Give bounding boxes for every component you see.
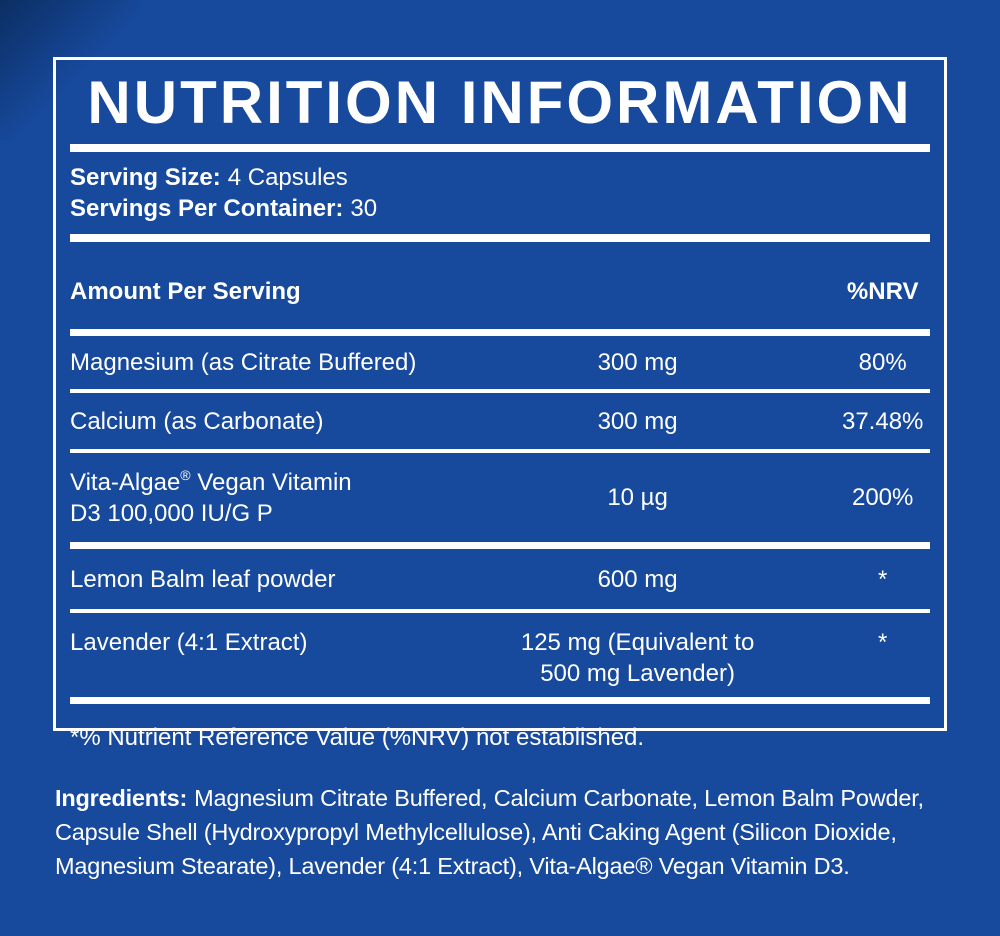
nutrition-panel: NUTRITION INFORMATION Serving Size: 4 Cap… [53, 57, 947, 751]
divider-thick [70, 234, 930, 242]
servings-per-container-value: 30 [350, 195, 378, 222]
nrv-footnote: *% Nutrient Reference Value (%NRV) not e… [70, 724, 645, 751]
registered-trademark-symbol: ® [180, 466, 191, 483]
nutrient-amount: 10 µg [607, 484, 668, 511]
divider-thick [70, 144, 930, 152]
nutrient-nrv: 200% [851, 484, 914, 511]
nutrient-name-line1: Vita-Algae® Vegan Vitamin [70, 466, 352, 496]
ingredients-label: Ingredients: [55, 785, 188, 811]
nrv-header: %NRV [846, 278, 919, 305]
servings-per-container-label: Servings Per Container: [70, 195, 344, 222]
nutrient-amount-line2: 500 mg Lavender) [540, 660, 735, 687]
nutrient-amount: 300 mg [597, 407, 678, 435]
serving-size-line: Serving Size: 4 Capsules [70, 162, 930, 193]
nutrient-nrv: * [878, 565, 888, 593]
divider-thin [70, 389, 930, 393]
nutrient-amount: 125 mg (Equivalent to 500 mg Lavender) [440, 627, 836, 689]
nutrient-name: Calcium (as Carbonate) [70, 407, 324, 435]
ingredients-line1-text: Magnesium Citrate Buffered, Calcium Carb… [194, 785, 924, 811]
ingredients-section: Ingredients: Magnesium Citrate Buffered, … [55, 781, 965, 883]
ingredients-line1: Ingredients: Magnesium Citrate Buffered, … [55, 781, 965, 815]
nutrient-name: Lavender (4:1 Extract) [70, 629, 308, 656]
table-row: Calcium (as Carbonate) 300 mg 37.48% [70, 393, 930, 449]
divider-medium [70, 542, 930, 549]
nutrient-name: Lemon Balm leaf powder [70, 565, 336, 593]
ingredients-line3: Magnesium Stearate), Lavender (4:1 Extra… [55, 853, 850, 879]
servings-per-container-line: Servings Per Container: 30 [70, 193, 930, 224]
nutrient-amount-line1: 125 mg (Equivalent to [520, 629, 755, 656]
table-row: Lemon Balm leaf powder 600 mg * [70, 549, 930, 609]
table-row: Vita-Algae® Vegan Vitamin D3 100,000 IU/… [70, 453, 930, 542]
nutrient-nrv: 37.48% [841, 407, 924, 435]
serving-size-label: Serving Size: [70, 164, 221, 191]
ingredients-line2: Capsule Shell (Hydroxypropyl Methylcellu… [55, 819, 897, 845]
panel-title: NUTRITION INFORMATION [87, 68, 913, 136]
table-header-row: Amount Per Serving %NRV [70, 242, 930, 329]
nutrient-name: Magnesium (as Citrate Buffered) [70, 349, 417, 376]
nutrient-name: Vita-Algae® Vegan Vitamin D3 100,000 IU/… [70, 467, 440, 529]
divider-thin [70, 609, 930, 613]
serving-size-value: 4 Capsules [227, 164, 348, 191]
nutrient-name-line2: D3 100,000 IU/G P [70, 499, 273, 527]
table-row: Magnesium (as Citrate Buffered) 300 mg 8… [70, 336, 930, 389]
divider-thin [70, 449, 930, 453]
nutrient-amount: 600 mg [597, 565, 678, 593]
divider-medium [70, 329, 930, 336]
serving-info: Serving Size: 4 Capsules Servings Per Con… [70, 152, 930, 234]
amount-per-serving-header: Amount Per Serving [70, 278, 301, 305]
table-row: Lavender (4:1 Extract) 125 mg (Equivalen… [70, 613, 930, 697]
nutrient-amount: 300 mg [597, 349, 678, 376]
nutrient-nrv: * [878, 629, 888, 656]
divider-medium [70, 697, 930, 704]
nutrient-nrv: 80% [858, 349, 907, 376]
